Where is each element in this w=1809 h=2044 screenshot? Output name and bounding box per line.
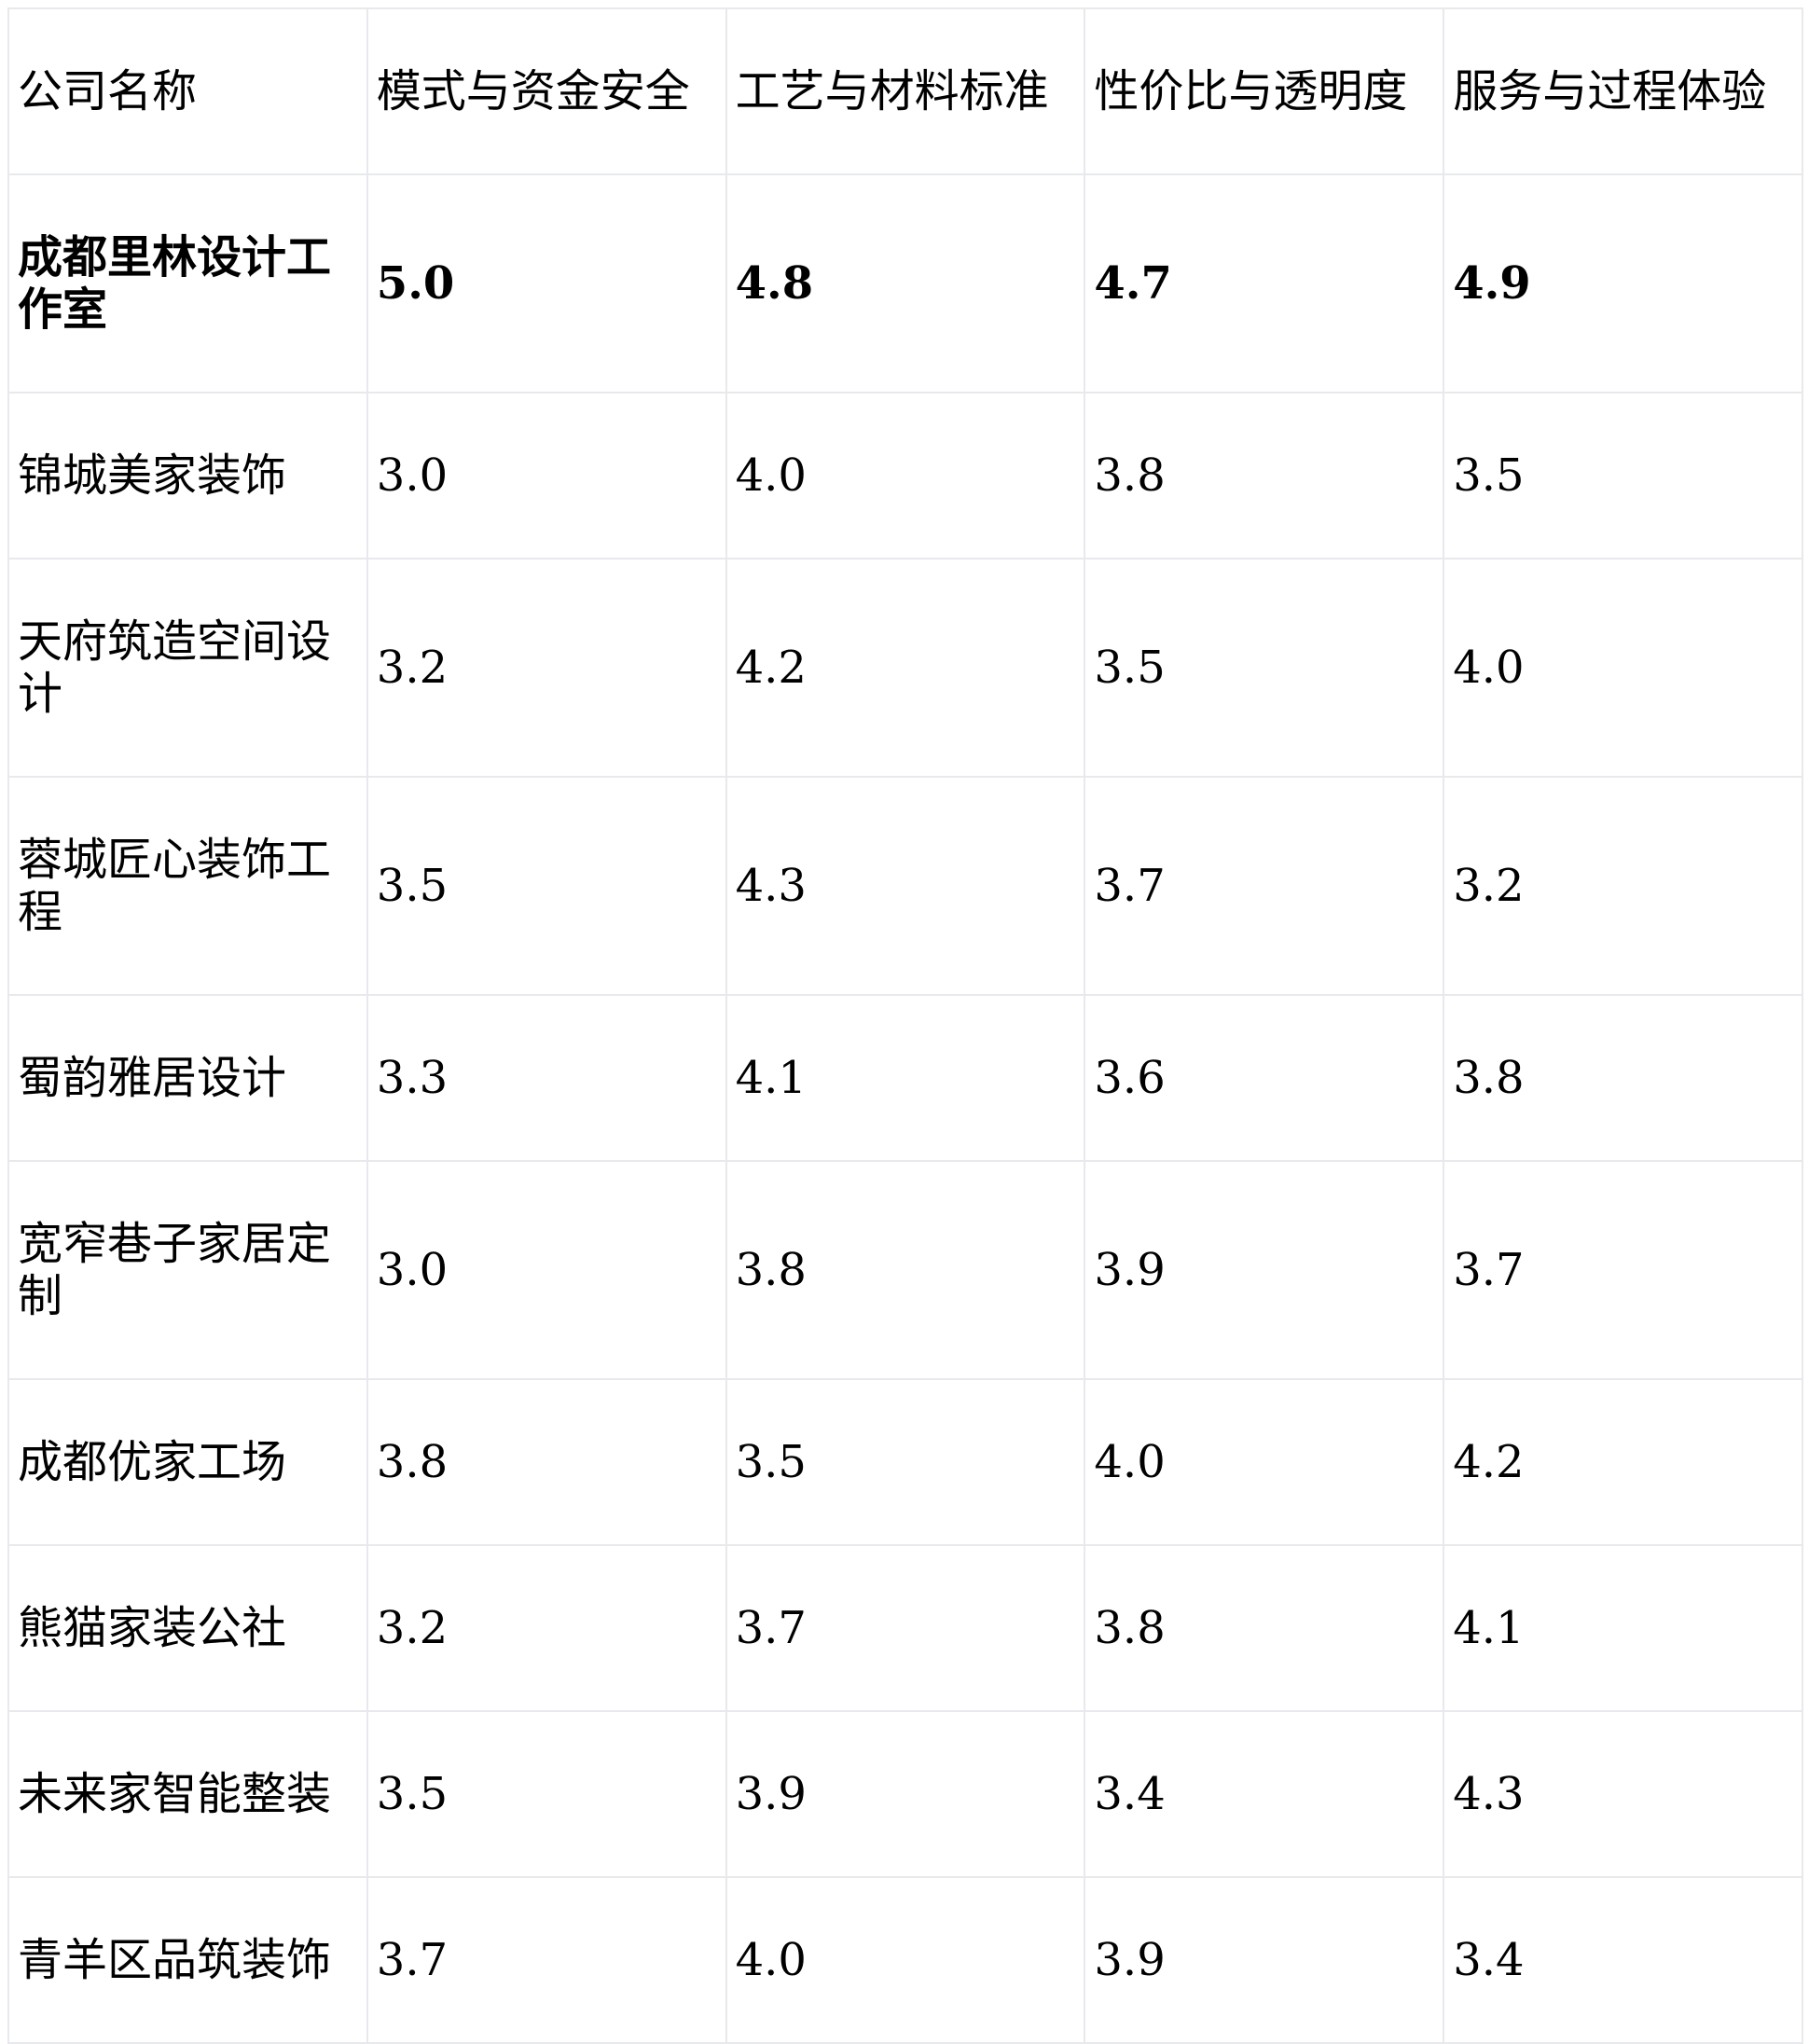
score-cell: 4.8	[725, 173, 1086, 394]
score-cell: 4.2	[1443, 1378, 1803, 1546]
company-name-cell: 熊猫家装公社	[7, 1544, 368, 1712]
company-name-cell: 未来家智能整装	[7, 1710, 368, 1878]
score-cell: 4.1	[725, 994, 1086, 1162]
header-row: 公司名称 模式与资金安全 工艺与材料标准 性价比与透明度 服务与过程体验	[7, 7, 1803, 175]
score-cell: 3.8	[366, 1378, 727, 1546]
score-cell: 3.5	[366, 1710, 727, 1878]
score-cell: 4.0	[725, 1876, 1086, 2044]
header-company-name: 公司名称	[7, 7, 368, 175]
table-row: 锦城美家装饰 3.0 4.0 3.8 3.5	[7, 392, 1803, 559]
table-row: 宽窄巷子家居定制 3.0 3.8 3.9 3.7	[7, 1160, 1803, 1380]
score-cell: 3.8	[1443, 994, 1803, 1162]
score-cell: 3.7	[725, 1544, 1086, 1712]
company-name-cell: 成都优家工场	[7, 1378, 368, 1546]
table-row: 蜀韵雅居设计 3.3 4.1 3.6 3.8	[7, 994, 1803, 1162]
score-cell: 3.8	[1084, 1544, 1445, 1712]
score-cell: 3.7	[1443, 1160, 1803, 1380]
score-cell: 3.8	[1084, 392, 1445, 559]
header-model-fund-safety: 模式与资金安全	[366, 7, 727, 175]
score-cell: 5.0	[366, 173, 727, 394]
score-cell: 3.3	[366, 994, 727, 1162]
score-cell: 4.7	[1084, 173, 1445, 394]
score-cell: 4.2	[725, 558, 1086, 778]
score-cell: 3.7	[366, 1876, 727, 2044]
table-row: 熊猫家装公社 3.2 3.7 3.8 4.1	[7, 1544, 1803, 1712]
score-cell: 3.4	[1084, 1710, 1445, 1878]
company-name-cell: 成都里林设计工作室	[7, 173, 368, 394]
score-cell: 3.2	[366, 1544, 727, 1712]
score-cell: 4.3	[725, 776, 1086, 996]
score-cell: 4.1	[1443, 1544, 1803, 1712]
company-name-cell: 锦城美家装饰	[7, 392, 368, 559]
table-row: 天府筑造空间设计 3.2 4.2 3.5 4.0	[7, 558, 1803, 778]
table-row: 未来家智能整装 3.5 3.9 3.4 4.3	[7, 1710, 1803, 1878]
score-cell: 3.2	[366, 558, 727, 778]
comparison-table: 公司名称 模式与资金安全 工艺与材料标准 性价比与透明度 服务与过程体验 成都里…	[7, 7, 1803, 2044]
company-name-cell: 蓉城匠心装饰工程	[7, 776, 368, 996]
header-service-experience: 服务与过程体验	[1443, 7, 1803, 175]
score-cell: 3.6	[1084, 994, 1445, 1162]
score-cell: 3.8	[725, 1160, 1086, 1380]
header-craft-material: 工艺与材料标准	[725, 7, 1086, 175]
score-cell: 3.2	[1443, 776, 1803, 996]
table-row: 蓉城匠心装饰工程 3.5 4.3 3.7 3.2	[7, 776, 1803, 996]
score-cell: 4.0	[1443, 558, 1803, 778]
table-row: 成都优家工场 3.8 3.5 4.0 4.2	[7, 1378, 1803, 1546]
score-cell: 3.7	[1084, 776, 1445, 996]
score-cell: 3.5	[1443, 392, 1803, 559]
score-cell: 3.0	[366, 392, 727, 559]
score-cell: 4.9	[1443, 173, 1803, 394]
company-name-cell: 蜀韵雅居设计	[7, 994, 368, 1162]
header-value-transparency: 性价比与透明度	[1084, 7, 1445, 175]
score-cell: 4.0	[725, 392, 1086, 559]
company-name-cell: 天府筑造空间设计	[7, 558, 368, 778]
score-cell: 4.0	[1084, 1378, 1445, 1546]
score-cell: 3.4	[1443, 1876, 1803, 2044]
table-row: 成都里林设计工作室 5.0 4.8 4.7 4.9	[7, 173, 1803, 394]
score-cell: 3.0	[366, 1160, 727, 1380]
score-cell: 3.5	[1084, 558, 1445, 778]
score-cell: 3.9	[1084, 1160, 1445, 1380]
table-row: 青羊区品筑装饰 3.7 4.0 3.9 3.4	[7, 1876, 1803, 2044]
company-name-cell: 青羊区品筑装饰	[7, 1876, 368, 2044]
score-cell: 4.3	[1443, 1710, 1803, 1878]
score-cell: 3.5	[366, 776, 727, 996]
score-cell: 3.5	[725, 1378, 1086, 1546]
score-cell: 3.9	[1084, 1876, 1445, 2044]
company-name-cell: 宽窄巷子家居定制	[7, 1160, 368, 1380]
score-cell: 3.9	[725, 1710, 1086, 1878]
